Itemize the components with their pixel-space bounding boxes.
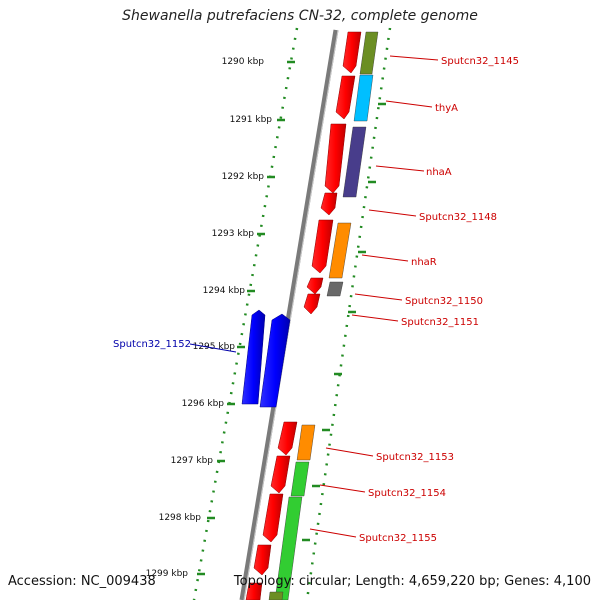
gene-label: Sputcn32_1150	[405, 296, 483, 307]
gene-arrow	[253, 544, 272, 576]
cog-block	[296, 424, 316, 461]
gene-arrow	[306, 277, 324, 295]
gene-label: Sputcn32_1148	[419, 212, 497, 223]
gene-arrow	[262, 493, 284, 543]
map-title: Shewanella putrefaciens CN-32, complete …	[122, 8, 478, 24]
gene-label: thyA	[435, 103, 458, 114]
gene-label: Sputcn32_1152	[113, 339, 191, 350]
cog-block	[353, 74, 374, 122]
scale-ruler: 1290 kbp 1291 kbp 1292 kbp 1293 kbp 1294…	[146, 57, 295, 579]
cog-arc-ticks	[302, 102, 386, 542]
gene-arrow	[342, 31, 362, 74]
cog-block	[359, 31, 379, 75]
gene-label: Sputcn32_1155	[359, 533, 437, 544]
gene-label: Sputcn32_1153	[376, 452, 454, 463]
scale-tick-label: 1291 kbp	[230, 115, 273, 125]
scale-tick-label: 1295 kbp	[193, 342, 236, 352]
gene-label: Sputcn32_1154	[368, 488, 446, 499]
genome-summary-text: Topology: circular; Length: 4,659,220 bp…	[233, 574, 591, 589]
scale-tick-label: 1298 kbp	[159, 513, 202, 523]
scale-tick-label: 1297 kbp	[171, 456, 214, 466]
gene-label: nhaR	[411, 257, 437, 268]
gene-arrow	[245, 582, 263, 600]
ruler-dotted-arc	[192, 27, 299, 600]
backbone-line	[239, 29, 339, 600]
gene-arrow	[320, 192, 338, 216]
gene-arrow	[311, 219, 334, 274]
scale-tick-label: 1292 kbp	[222, 172, 265, 182]
gene-label: Sputcn32_1145	[441, 56, 519, 67]
gene-arrow	[324, 123, 347, 194]
gene-arrow	[277, 421, 298, 456]
gene-arrow	[241, 309, 266, 405]
gene-label: nhaA	[426, 167, 452, 178]
gene-label: Sputcn32_1151	[401, 317, 479, 328]
scale-tick-label: 1290 kbp	[222, 57, 265, 67]
accession-text: Accession: NC_009438	[8, 574, 156, 589]
cog-block	[290, 461, 310, 497]
scale-tick-label: 1293 kbp	[212, 229, 255, 239]
cog-dotted-arc	[305, 27, 392, 600]
scale-tick-label: 1294 kbp	[203, 286, 246, 296]
cog-block	[268, 591, 284, 600]
gene-labels: Sputcn32_1145 thyA nhaA Sputcn32_1148 nh…	[113, 56, 519, 544]
gene-arrow	[270, 455, 291, 494]
cog-category-track	[268, 31, 379, 600]
cog-block	[274, 496, 303, 600]
scale-tick-label: 1296 kbp	[182, 399, 225, 409]
scale-tick-label: 1299 kbp	[146, 569, 189, 579]
label-leader-line-blue	[189, 343, 237, 353]
gene-arrow	[335, 75, 356, 120]
reverse-cds-track	[241, 309, 291, 408]
cog-block	[328, 222, 352, 279]
cog-block	[342, 126, 367, 198]
label-leader-lines	[309, 55, 439, 538]
forward-cds-track	[245, 31, 362, 600]
cog-block	[326, 281, 344, 297]
gene-arrow	[303, 293, 321, 315]
gene-arrow	[259, 313, 291, 408]
